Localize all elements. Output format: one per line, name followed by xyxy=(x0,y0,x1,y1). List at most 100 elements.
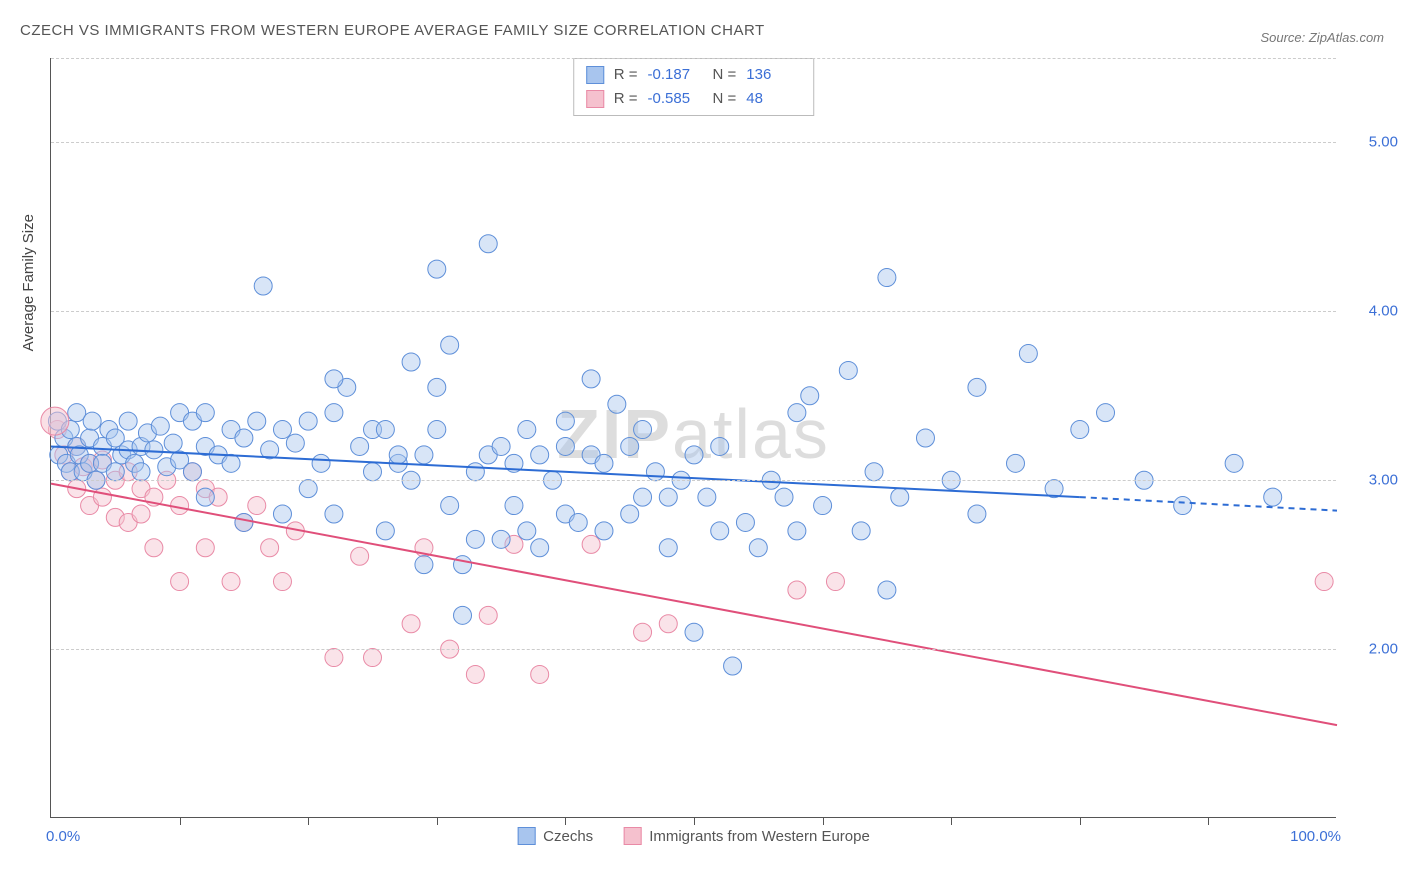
scatter-point xyxy=(119,412,137,430)
scatter-point xyxy=(364,463,382,481)
legend-label-immigrants: Immigrants from Western Europe xyxy=(649,828,870,845)
gridline xyxy=(51,480,1336,481)
scatter-point xyxy=(402,615,420,633)
scatter-point xyxy=(273,573,291,591)
scatter-point xyxy=(968,378,986,396)
source-attribution: Source: ZipAtlas.com xyxy=(1260,30,1384,45)
scatter-point xyxy=(222,454,240,472)
legend-label-czechs: Czechs xyxy=(543,828,593,845)
scatter-point xyxy=(608,395,626,413)
scatter-point xyxy=(479,606,497,624)
x-tick xyxy=(823,817,824,825)
x-tick xyxy=(694,817,695,825)
scatter-point xyxy=(788,404,806,422)
scatter-point xyxy=(634,623,652,641)
x-axis-end-label: 100.0% xyxy=(1290,828,1341,845)
scatter-point xyxy=(582,535,600,553)
scatter-point xyxy=(402,353,420,371)
scatter-point xyxy=(518,421,536,439)
scatter-point xyxy=(839,361,857,379)
scatter-point xyxy=(466,530,484,548)
gridline xyxy=(51,142,1336,143)
plot-area: ZIPatlas R =-0.187 N =136 R =-0.585 N =4… xyxy=(50,58,1336,818)
scatter-point xyxy=(171,573,189,591)
scatter-point xyxy=(428,260,446,278)
scatter-point xyxy=(659,615,677,633)
scatter-point xyxy=(801,387,819,405)
scatter-point xyxy=(1007,454,1025,472)
scatter-point xyxy=(775,488,793,506)
scatter-point xyxy=(248,497,266,515)
gridline xyxy=(51,58,1336,59)
x-tick xyxy=(565,817,566,825)
scatter-point xyxy=(261,539,279,557)
scatter-point xyxy=(659,488,677,506)
scatter-point xyxy=(93,488,111,506)
x-axis-start-label: 0.0% xyxy=(46,828,80,845)
scatter-point xyxy=(325,649,343,667)
scatter-point xyxy=(1071,421,1089,439)
scatter-point xyxy=(698,488,716,506)
legend-swatch-immigrants xyxy=(623,827,641,845)
scatter-point xyxy=(196,404,214,422)
scatter-point xyxy=(724,657,742,675)
scatter-point xyxy=(83,412,101,430)
scatter-point xyxy=(569,513,587,531)
scatter-point xyxy=(685,623,703,641)
scatter-point xyxy=(235,429,253,447)
scatter-point xyxy=(299,480,317,498)
scatter-point xyxy=(106,463,124,481)
scatter-point xyxy=(286,434,304,452)
scatter-point xyxy=(1019,345,1037,363)
y-tick-label: 5.00 xyxy=(1343,134,1398,151)
scatter-point xyxy=(145,441,163,459)
scatter-point xyxy=(312,454,330,472)
scatter-point xyxy=(254,277,272,295)
scatter-point xyxy=(878,581,896,599)
scatter-point xyxy=(556,412,574,430)
swatch-immigrants xyxy=(586,90,604,108)
scatter-point xyxy=(1315,573,1333,591)
scatter-point xyxy=(788,581,806,599)
scatter-point xyxy=(736,513,754,531)
scatter-point xyxy=(183,463,201,481)
scatter-point xyxy=(968,505,986,523)
scatter-point xyxy=(595,454,613,472)
stats-row-immigrants: R =-0.585 N =48 xyxy=(586,87,802,111)
scatter-point xyxy=(454,606,472,624)
scatter-point xyxy=(531,446,549,464)
scatter-point xyxy=(891,488,909,506)
scatter-point xyxy=(273,421,291,439)
scatter-point xyxy=(273,505,291,523)
scatter-point xyxy=(376,421,394,439)
scatter-point xyxy=(479,235,497,253)
x-tick xyxy=(308,817,309,825)
scatter-point xyxy=(711,437,729,455)
y-tick-label: 2.00 xyxy=(1343,641,1398,658)
legend: Czechs Immigrants from Western Europe xyxy=(517,827,870,845)
scatter-point xyxy=(634,421,652,439)
scatter-point xyxy=(466,463,484,481)
scatter-point xyxy=(351,437,369,455)
scatter-point xyxy=(531,539,549,557)
scatter-point xyxy=(505,497,523,515)
scatter-point xyxy=(41,407,69,435)
x-tick xyxy=(437,817,438,825)
scatter-point xyxy=(132,505,150,523)
scatter-point xyxy=(492,437,510,455)
trend-line-extrapolated xyxy=(1080,497,1337,511)
scatter-point xyxy=(492,530,510,548)
scatter-point xyxy=(518,522,536,540)
chart-title: CZECH VS IMMIGRANTS FROM WESTERN EUROPE … xyxy=(20,22,765,39)
scatter-point xyxy=(151,417,169,435)
scatter-point xyxy=(659,539,677,557)
scatter-point xyxy=(325,404,343,422)
scatter-point xyxy=(865,463,883,481)
scatter-point xyxy=(428,421,446,439)
scatter-point xyxy=(646,463,664,481)
scatter-point xyxy=(788,522,806,540)
scatter-point xyxy=(415,556,433,574)
scatter-point xyxy=(376,522,394,540)
scatter-point xyxy=(531,665,549,683)
scatter-point xyxy=(325,505,343,523)
